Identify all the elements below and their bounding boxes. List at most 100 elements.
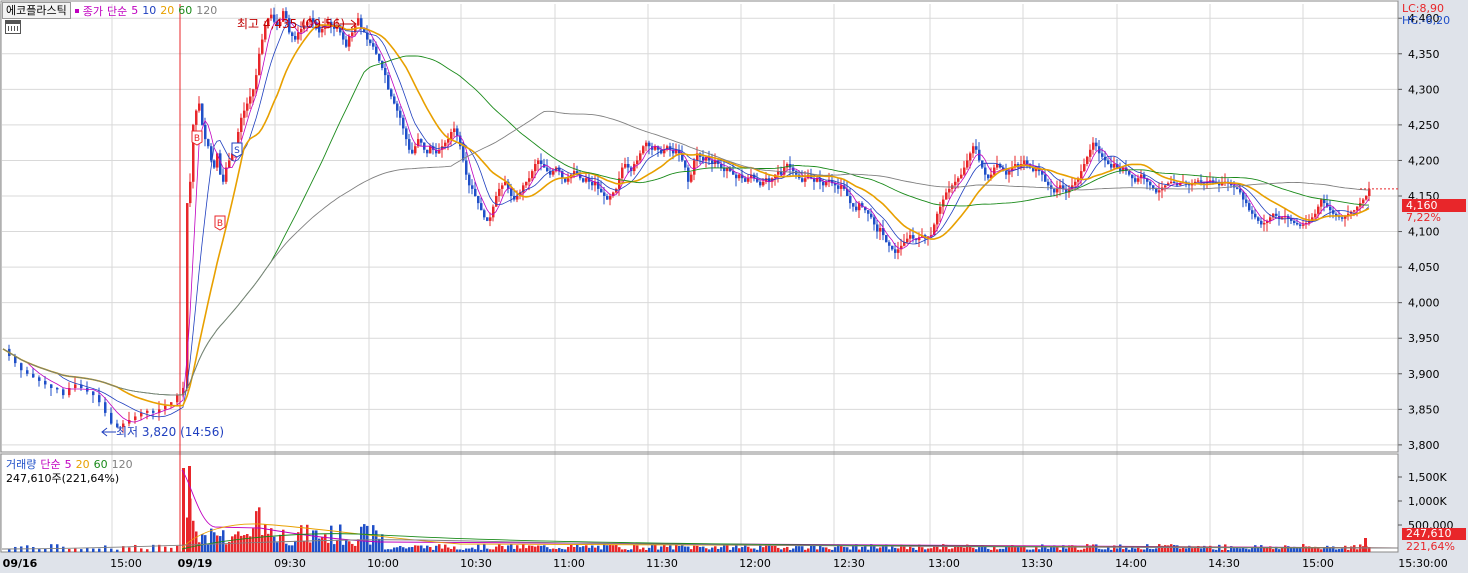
volume-bar — [405, 548, 408, 552]
candle-body — [888, 242, 891, 246]
volume-bar — [98, 548, 101, 552]
volume-bar — [1353, 545, 1356, 552]
volume-bar — [810, 545, 813, 552]
volume-bar — [387, 549, 390, 552]
candle-body — [702, 156, 705, 161]
volume-bar — [960, 545, 963, 552]
volume-bar — [792, 548, 795, 552]
volume-bar — [258, 507, 261, 552]
volume-bar — [1065, 548, 1068, 552]
candle-body — [1071, 185, 1074, 189]
candle-body — [825, 181, 828, 186]
y-tick-label: 3,850 — [1408, 403, 1440, 416]
stock-name-box[interactable]: 에코플라스틱 — [2, 2, 71, 19]
volume-title: 거래량 — [6, 458, 37, 471]
volume-bar — [411, 547, 414, 552]
candle-body — [1263, 223, 1266, 225]
volume-bar — [993, 546, 996, 552]
candle-body — [489, 217, 492, 221]
x-tick-label: 09:30 — [274, 557, 306, 570]
candle-body — [336, 25, 339, 29]
candle-body — [396, 103, 399, 111]
candle-body — [507, 181, 510, 189]
lc-value: LC:8,90 — [1402, 2, 1445, 15]
candle-body — [1239, 188, 1242, 193]
candle-body — [279, 21, 282, 26]
candle-body — [1176, 183, 1179, 186]
volume-bar — [375, 530, 378, 552]
volume-bar — [699, 546, 702, 552]
volume-bar — [1023, 545, 1026, 552]
candle-body — [32, 373, 35, 378]
candle-body — [486, 217, 489, 221]
volume-bar — [1338, 549, 1341, 552]
volume-bar — [1233, 548, 1236, 552]
volume-bar — [1107, 546, 1110, 552]
volume-bar — [1188, 545, 1191, 552]
candle-body — [384, 68, 387, 76]
candle-body — [582, 178, 585, 182]
candle-body — [801, 178, 804, 182]
candle-body — [645, 142, 648, 147]
volume-bar — [609, 544, 612, 552]
volume-bar — [182, 468, 185, 552]
volume-bar — [603, 544, 606, 552]
volume-bar — [690, 549, 693, 552]
y-tick-label: 4,350 — [1408, 48, 1440, 61]
candle-body — [315, 21, 318, 26]
volume-bar — [1257, 547, 1260, 552]
volume-bar — [1068, 545, 1071, 552]
volume-bar — [1167, 545, 1170, 552]
candle-body — [786, 164, 789, 168]
candle-body — [192, 124, 195, 182]
candle-body — [1341, 217, 1344, 219]
volume-bar — [1239, 548, 1242, 552]
ma-10-line — [2, 22, 1370, 418]
volume-bar — [231, 536, 234, 552]
candle-body — [1143, 174, 1146, 179]
volume-bar — [225, 544, 228, 552]
x-tick-label: 12:30 — [833, 557, 865, 570]
volume-bar — [1113, 545, 1116, 552]
candle-body — [918, 237, 921, 241]
candle-body — [1254, 213, 1257, 218]
volume-bar — [921, 547, 924, 552]
candle-body — [294, 36, 297, 40]
volume-bar — [201, 534, 204, 552]
volume-bar — [369, 544, 372, 552]
y-axis-background — [1398, 0, 1468, 573]
candle-body — [1095, 142, 1098, 147]
volume-bar — [906, 549, 909, 552]
volume-bar — [1356, 549, 1359, 552]
volume-bar — [963, 547, 966, 552]
candle-body — [567, 178, 570, 182]
volume-bar — [1212, 549, 1215, 552]
volume-bar — [276, 542, 279, 552]
volume-bar — [1002, 548, 1005, 552]
calendar-icon[interactable] — [5, 20, 21, 34]
candle-body — [231, 153, 234, 161]
volume-bar — [297, 532, 300, 552]
ma-5-line — [2, 18, 1370, 423]
volume-ma-line — [181, 533, 1399, 550]
volume-bar — [507, 545, 510, 552]
volume-bar — [576, 544, 579, 552]
candle-body — [387, 75, 390, 90]
candle-body — [309, 18, 312, 22]
volume-bar — [195, 531, 198, 552]
candle-body — [846, 188, 849, 196]
candle-body — [597, 181, 600, 189]
candle-body — [327, 21, 330, 26]
candle-body — [1113, 164, 1116, 168]
volume-bar — [1275, 546, 1278, 552]
volume-bar — [450, 548, 453, 552]
volume-bar — [498, 544, 501, 552]
volume-bar — [1203, 545, 1206, 552]
volume-bar — [924, 549, 927, 552]
volume-bar — [1317, 548, 1320, 552]
volume-bar — [579, 547, 582, 552]
candle-body — [465, 160, 468, 175]
volume-bar — [990, 549, 993, 552]
candle-body — [1302, 224, 1305, 226]
volume-bar — [660, 546, 663, 552]
